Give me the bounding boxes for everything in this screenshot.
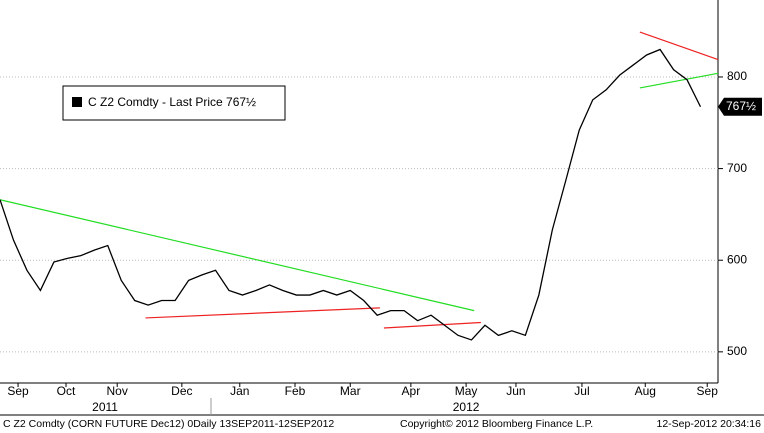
y-tick-label: 600 — [727, 252, 747, 266]
x-tick-label: Oct — [57, 384, 76, 398]
x-tick-label: Sep — [697, 384, 719, 398]
x-tick-label: Dec — [171, 384, 192, 398]
x-tick-label: Aug — [635, 384, 656, 398]
x-tick-label: Sep — [7, 384, 29, 398]
x-tick-label: Nov — [107, 384, 128, 398]
x-tick-label: Mar — [340, 384, 361, 398]
y-tick-label: 800 — [727, 69, 747, 83]
year-label: 2011 — [92, 400, 118, 414]
trend-line — [383, 321, 481, 329]
footer-left: C Z2 Comdty (CORN FUTURE Dec12) 0Daily 1… — [3, 418, 334, 430]
x-tick-label: Jan — [230, 384, 249, 398]
trend-line — [145, 307, 380, 319]
footer-right: 12-Sep-2012 20:34:16 — [656, 418, 761, 430]
trend-line — [639, 31, 719, 61]
footer-mid: Copyright© 2012 Bloomberg Finance L.P. — [400, 418, 593, 430]
legend-text: C Z2 Comdty - Last Price 767½ — [88, 95, 256, 109]
year-label: 2012 — [453, 400, 480, 414]
x-tick-label: Jul — [574, 384, 589, 398]
y-tick-label: 700 — [727, 161, 747, 175]
last-price-tag — [718, 97, 762, 116]
x-tick-label: Apr — [402, 384, 421, 398]
price-line — [0, 48, 702, 341]
legend-box — [62, 85, 286, 121]
trend-line — [0, 199, 475, 312]
trend-line — [639, 72, 719, 89]
last-price-label: 767½ — [726, 99, 756, 113]
x-tick-label: Jun — [506, 384, 525, 398]
x-tick-label: Feb — [285, 384, 306, 398]
legend-swatch — [72, 97, 82, 107]
x-tick-label: May — [455, 384, 478, 398]
y-tick-label: 500 — [727, 344, 747, 358]
